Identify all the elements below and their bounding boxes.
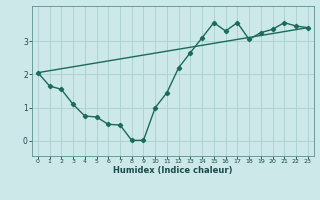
X-axis label: Humidex (Indice chaleur): Humidex (Indice chaleur) xyxy=(113,166,233,175)
